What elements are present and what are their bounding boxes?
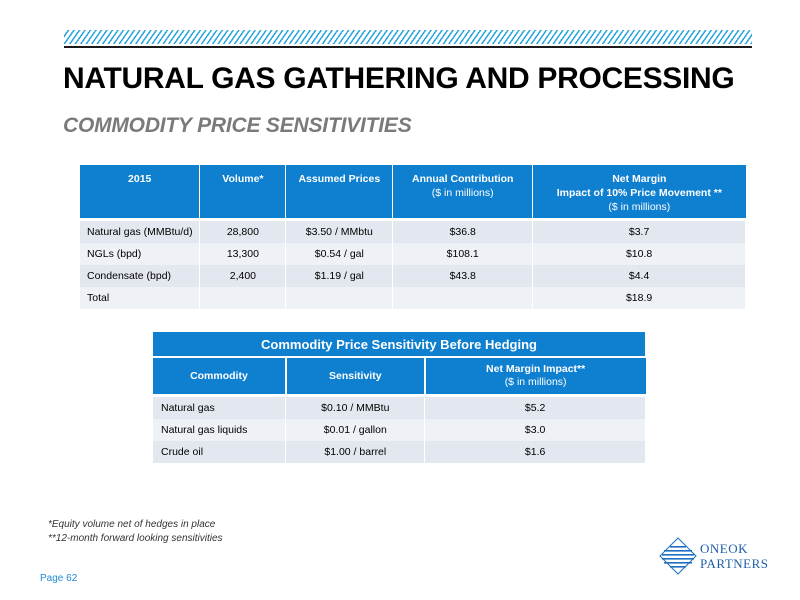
header-label: Assumed Prices (298, 173, 381, 185)
header-label: Net Margin (612, 173, 667, 185)
footnotes: *Equity volume net of hedges in place **… (48, 518, 223, 546)
table-cell: $36.8 (392, 218, 534, 243)
table-header-row: Commodity Sensitivity Net Margin Impact*… (153, 357, 646, 396)
table-cell: NGLs (bpd) (80, 243, 201, 265)
col-header-year: 2015 (80, 165, 201, 220)
table-cell: $43.8 (392, 265, 534, 287)
table-cell: $0.10 / MMBtu (285, 394, 426, 419)
header-label: Annual Contribution (411, 173, 514, 185)
logo-line-1: ONEOK (700, 541, 748, 556)
header-label: Commodity (190, 369, 248, 382)
table-cell: $1.19 / gal (285, 265, 394, 287)
table-row: Natural gas $0.10 / MMBtu $5.2 (153, 394, 646, 419)
table-row: Crude oil $1.00 / barrel $1.6 (153, 441, 646, 463)
table-cell: Natural gas liquids (153, 419, 287, 441)
col-header-assumed-prices: Assumed Prices (285, 165, 394, 220)
table-cell: Crude oil (153, 441, 287, 463)
header-sublabel: ($ in millions) (504, 376, 567, 388)
table-cell: 2,400 (199, 265, 287, 287)
table-caption: Commodity Price Sensitivity Before Hedgi… (153, 332, 646, 358)
page-subtitle: COMMODITY PRICE SENSITIVITIES (63, 114, 412, 137)
commodity-price-table: 2015 Volume* Assumed Prices Annual Contr… (80, 165, 746, 309)
table-cell: Natural gas (MMBtu/d) (80, 218, 201, 243)
header-label-line2: Impact of 10% Price Movement ** (556, 187, 722, 199)
table-row-total: Total $18.9 (80, 287, 746, 309)
page-number: Page 62 (40, 573, 78, 584)
col-header-annual-contribution: Annual Contribution ($ in millions) (392, 165, 534, 220)
table-cell: $5.2 (424, 394, 646, 419)
table-cell: $18.9 (532, 287, 746, 309)
table-cell: Condensate (bpd) (80, 265, 201, 287)
table-row: NGLs (bpd) 13,300 $0.54 / gal $108.1 $10… (80, 243, 746, 265)
table-cell: $10.8 (532, 243, 746, 265)
header-label: 2015 (128, 173, 152, 185)
col-header-sensitivity: Sensitivity (285, 357, 426, 396)
footnote: **12-month forward looking sensitivities (48, 533, 223, 544)
header-label: Net Margin Impact** (486, 363, 586, 375)
header-rule (64, 46, 752, 48)
table-cell: $3.0 (424, 419, 646, 441)
table-row: Natural gas (MMBtu/d) 28,800 $3.50 / MMb… (80, 218, 746, 243)
col-header-commodity: Commodity (153, 357, 287, 396)
company-logo-text: ONEOK PARTNERS (700, 541, 769, 571)
table-cell (285, 287, 394, 309)
table-cell: Natural gas (153, 394, 287, 419)
table-caption-row: Commodity Price Sensitivity Before Hedgi… (153, 332, 646, 358)
col-header-net-margin-impact: Net Margin Impact** ($ in millions) (424, 357, 646, 396)
page-title: NATURAL GAS GATHERING AND PROCESSING (63, 62, 735, 95)
table-cell: $0.01 / gallon (285, 419, 426, 441)
header-label: Volume* (222, 173, 264, 185)
oneok-diamond-logo-icon (659, 537, 697, 575)
decorative-hatch-band (64, 30, 752, 44)
table-cell (392, 287, 534, 309)
table-cell: 28,800 (199, 218, 287, 243)
logo-line-2: PARTNERS (700, 556, 769, 571)
table-cell: $4.4 (532, 265, 746, 287)
table-row: Natural gas liquids $0.01 / gallon $3.0 (153, 419, 646, 441)
table-cell: $1.00 / barrel (285, 441, 426, 463)
table-row: Condensate (bpd) 2,400 $1.19 / gal $43.8… (80, 265, 746, 287)
table-cell: $0.54 / gal (285, 243, 394, 265)
table-cell: $3.7 (532, 218, 746, 243)
table-header-row: 2015 Volume* Assumed Prices Annual Contr… (80, 165, 746, 220)
table-cell: $1.6 (424, 441, 646, 463)
footnote: *Equity volume net of hedges in place (48, 519, 216, 530)
table-cell: Total (80, 287, 201, 309)
table-cell: 13,300 (199, 243, 287, 265)
table-cell (199, 287, 287, 309)
table-cell: $108.1 (392, 243, 534, 265)
header-sublabel: ($ in millions) (608, 201, 671, 213)
col-header-volume: Volume* (199, 165, 287, 220)
hedging-sensitivity-table: Commodity Price Sensitivity Before Hedgi… (153, 332, 646, 463)
header-sublabel: ($ in millions) (431, 187, 494, 199)
col-header-net-margin: Net Margin Impact of 10% Price Movement … (532, 165, 746, 220)
table-cell: $3.50 / MMbtu (285, 218, 394, 243)
header-label: Sensitivity (329, 369, 382, 382)
